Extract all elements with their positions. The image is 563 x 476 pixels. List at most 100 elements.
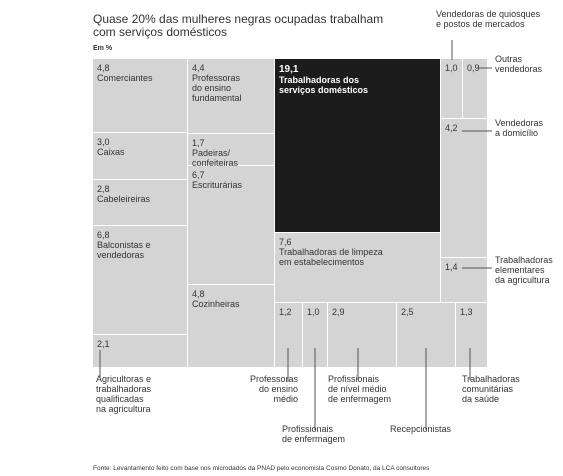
outer-label-profissionais-de-nivel-medio-de-enfermagem: de enfermagem bbox=[328, 394, 391, 404]
value-label-profissionais-de-enfermagem: 1,0 bbox=[307, 307, 320, 317]
cell-rect-trabalhadoras-comunitarias-da-saude bbox=[456, 303, 487, 367]
outer-label-profissionais-de-nivel-medio-de-enfermagem: Profissionais bbox=[328, 374, 380, 384]
value-label-cabeleireiras: 2,8 bbox=[97, 184, 110, 194]
outer-label-agricultoras-e-trabalhadoras-qualificadas-na-agricultura: qualificadas bbox=[96, 394, 144, 404]
outer-label-agricultoras-e-trabalhadoras-qualificadas-na-agricultura: trabalhadoras bbox=[96, 384, 152, 394]
cell-rect-escriturarias bbox=[188, 166, 274, 284]
outer-label-vendedoras-de-quiosques-e-postos-de-mercados: e postos de mercados bbox=[436, 19, 525, 29]
outer-label-trabalhadoras-elementares-da-agricultura: elementares bbox=[495, 265, 545, 275]
value-label-cozinheiras: 4,8 bbox=[192, 289, 205, 299]
outer-label-trabalhadoras-elementares-da-agricultura: da agricultura bbox=[495, 275, 550, 285]
value-label-trabalhadoras-de-limpeza-em-estabelecimentos: 7,6 bbox=[279, 237, 292, 247]
cell-rect-outras-vendedoras bbox=[463, 59, 487, 118]
cell-rect-vendedoras-de-quiosques-e-postos-de-mercados bbox=[441, 59, 462, 118]
outer-label-professoras-ensino-medio: médio bbox=[273, 394, 298, 404]
value-label-padeiras-confeiteiras: 1,7 bbox=[192, 138, 205, 148]
value-label-recepcionistas: 2,5 bbox=[401, 307, 414, 317]
cell-label-professoras-do-ensino-fundamental: do ensino bbox=[192, 83, 231, 93]
cell-label-escriturarias: Escriturárias bbox=[192, 180, 243, 190]
cell-label-caixas: Caixas bbox=[97, 147, 125, 157]
cell-label-padeiras-confeiteiras: confeiteiras bbox=[192, 158, 239, 168]
outer-label-agricultoras-e-trabalhadoras-qualificadas-na-agricultura: na agricultura bbox=[96, 404, 151, 414]
cell-label-cabeleireiras: Cabeleireiras bbox=[97, 194, 151, 204]
value-label-trabalhadoras-dos-servicos-domesticos: 19,1 bbox=[279, 64, 299, 75]
outer-label-recepcionistas: Recepcionistas bbox=[390, 424, 452, 434]
cell-label-balconistas-e-vendedoras: Balconistas e bbox=[97, 240, 151, 250]
cell-rect-trabalhadoras-dos-servicos-domesticos bbox=[275, 59, 440, 232]
outer-label-vendedoras-de-quiosques-e-postos-de-mercados: Vendedoras de quiosques bbox=[436, 9, 541, 19]
chart-title: Quase 20% das mulheres negras ocupadas t… bbox=[93, 12, 384, 39]
cell-rect-comerciantes bbox=[93, 59, 187, 132]
cell-label-trabalhadoras-dos-servicos-domesticos: serviços domésticos bbox=[279, 85, 368, 95]
cell-label-balconistas-e-vendedoras: vendedoras bbox=[97, 250, 145, 260]
value-label-trabalhadoras-comunitarias-da-saude: 1,3 bbox=[460, 307, 473, 317]
value-label-escriturarias: 6,7 bbox=[192, 170, 205, 180]
cell-rect-cabeleireiras bbox=[93, 180, 187, 225]
cell-label-comerciantes: Comerciantes bbox=[97, 73, 153, 83]
value-label-profissionais-de-nivel-medio-de-enfermagem: 2,9 bbox=[332, 307, 345, 317]
treemap-cell-agricultoras-e-trabalhadoras-qualificadas-na-agricultura: 2,1 Agricultoras etrabalhadorasqualificad… bbox=[93, 335, 187, 414]
outer-label-professoras-ensino-medio: Professoras bbox=[250, 374, 299, 384]
outer-label-professoras-ensino-medio: do ensino bbox=[259, 384, 298, 394]
cell-label-padeiras-confeiteiras: Padeiras/ bbox=[192, 148, 231, 158]
cell-rect-vendedoras-a-domicilio bbox=[441, 119, 487, 257]
value-label-vendedoras-a-domicilio: 4,2 bbox=[445, 123, 458, 133]
cell-rect-balconistas-e-vendedoras bbox=[93, 226, 187, 334]
outer-label-vendedoras-a-domicilio: a domicílio bbox=[495, 128, 538, 138]
value-label-caixas: 3,0 bbox=[97, 137, 110, 147]
source-note: Fonte: Levantamento feito com base nos m… bbox=[93, 465, 430, 472]
cell-rect-agricultoras-e-trabalhadoras-qualificadas-na-agricultura bbox=[93, 335, 187, 367]
cell-label-cozinheiras: Cozinheiras bbox=[192, 299, 240, 309]
cell-rect-padeiras-confeiteiras bbox=[188, 134, 274, 165]
value-label-professoras-ensino-medio: 1,2 bbox=[279, 307, 292, 317]
cell-rect-trabalhadoras-de-limpeza-em-estabelecimentos bbox=[275, 233, 440, 302]
cell-label-trabalhadoras-de-limpeza-em-estabelecimentos: Trabalhadoras de limpeza bbox=[279, 247, 383, 257]
outer-label-outras-vendedoras: Outras bbox=[495, 54, 523, 64]
cell-label-trabalhadoras-dos-servicos-domesticos: Trabalhadoras dos bbox=[279, 75, 359, 85]
outer-label-trabalhadoras-comunitarias-da-saude: da saúde bbox=[462, 394, 499, 404]
value-label-professoras-do-ensino-fundamental: 4,4 bbox=[192, 63, 205, 73]
treemap-cell-recepcionistas: 2,5 Recepcionistas bbox=[390, 303, 455, 434]
cell-label-trabalhadoras-de-limpeza-em-estabelecimentos: em estabelecimentos bbox=[279, 257, 365, 267]
cell-label-professoras-do-ensino-fundamental: Professoras bbox=[192, 73, 241, 83]
outer-label-profissionais-de-nivel-medio-de-enfermagem: de nível médio bbox=[328, 384, 387, 394]
outer-label-agricultoras-e-trabalhadoras-qualificadas-na-agricultura: Agricultoras e bbox=[96, 374, 151, 384]
value-label-balconistas-e-vendedoras: 6,8 bbox=[97, 230, 110, 240]
value-label-outras-vendedoras: 0,9 bbox=[467, 63, 480, 73]
outer-label-vendedoras-a-domicilio: Vendedoras bbox=[495, 118, 544, 128]
outer-label-profissionais-de-enfermagem: de enfermagem bbox=[282, 434, 345, 444]
cell-rect-professoras-do-ensino-fundamental bbox=[188, 59, 274, 133]
value-label-agricultoras-e-trabalhadoras-qualificadas-na-agricultura: 2,1 bbox=[97, 339, 110, 349]
cell-rect-trabalhadoras-elementares-da-agricultura bbox=[441, 258, 487, 302]
outer-label-profissionais-de-enfermagem: Profissionais bbox=[282, 424, 334, 434]
cell-rect-profissionais-de-nivel-medio-de-enfermagem bbox=[328, 303, 396, 367]
unit-label: Em % bbox=[93, 45, 113, 52]
outer-label-outras-vendedoras: vendedoras bbox=[495, 64, 543, 74]
value-label-vendedoras-de-quiosques-e-postos-de-mercados: 1,0 bbox=[445, 63, 458, 73]
outer-label-trabalhadoras-comunitarias-da-saude: comunitárias bbox=[462, 384, 514, 394]
outer-label-trabalhadoras-elementares-da-agricultura: Trabalhadoras bbox=[495, 255, 553, 265]
value-label-trabalhadoras-elementares-da-agricultura: 1,4 bbox=[445, 262, 458, 272]
cell-rect-cozinheiras bbox=[188, 285, 274, 367]
value-label-comerciantes: 4,8 bbox=[97, 63, 110, 73]
outer-label-trabalhadoras-comunitarias-da-saude: Trabalhadoras bbox=[462, 374, 520, 384]
